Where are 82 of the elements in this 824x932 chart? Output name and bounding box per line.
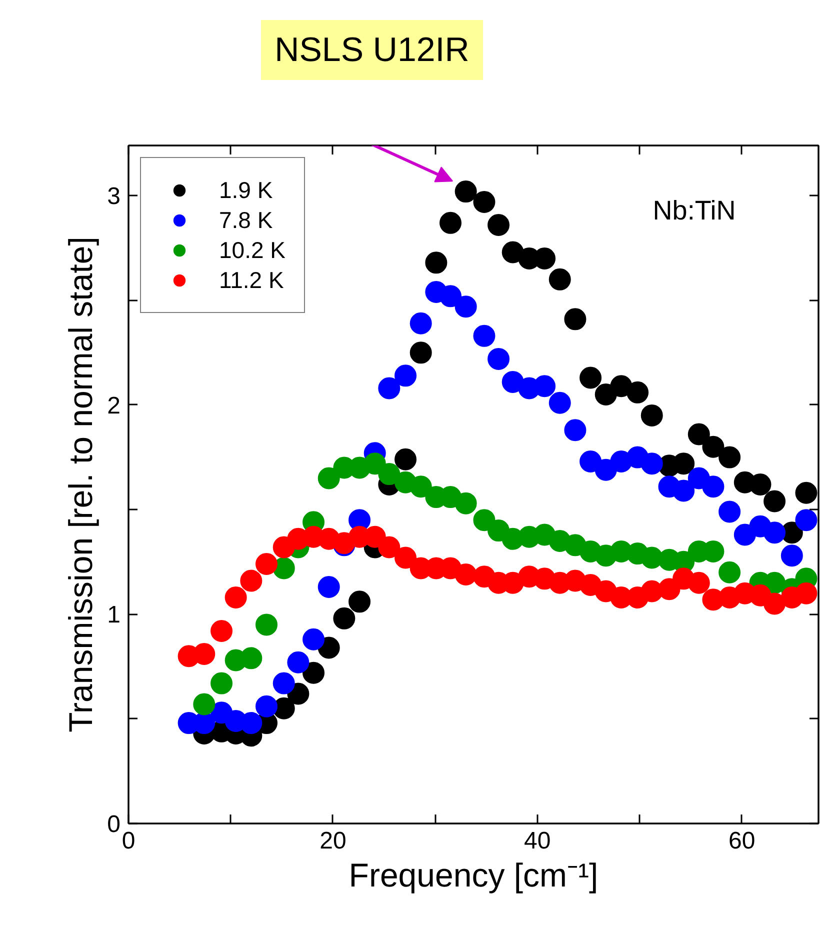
point (394, 364, 417, 387)
point (440, 285, 462, 308)
x-tick-label: 40 (524, 828, 551, 854)
text: NSLS U12IR (260, 20, 484, 80)
y-tick-label: 3 (107, 183, 121, 210)
point (193, 693, 216, 716)
point (425, 252, 448, 274)
point (473, 191, 496, 213)
point (534, 375, 556, 398)
point (626, 381, 649, 404)
point (410, 342, 432, 364)
point (502, 370, 524, 393)
point (440, 212, 462, 234)
point (672, 480, 695, 502)
point (488, 214, 510, 236)
point (240, 570, 262, 592)
point (640, 404, 663, 426)
point (764, 490, 786, 512)
point (718, 500, 741, 523)
point (394, 546, 417, 569)
point (473, 509, 496, 532)
point (256, 614, 278, 636)
point (795, 509, 818, 532)
legend-label: 11.2 K (219, 266, 284, 294)
point (688, 572, 710, 594)
point (548, 268, 571, 290)
point (410, 312, 432, 334)
point (256, 695, 278, 718)
point (193, 643, 216, 665)
point (210, 672, 233, 694)
point (302, 628, 325, 650)
point (394, 448, 417, 470)
point (795, 482, 818, 504)
point (718, 561, 741, 584)
point (640, 452, 663, 475)
point (548, 392, 571, 414)
y-axis-title: Transmission [rel. to normal state] (62, 236, 100, 732)
point (764, 592, 786, 615)
point (594, 384, 617, 406)
point (564, 419, 586, 442)
point (378, 463, 400, 486)
point (795, 582, 818, 604)
x-tick-label: 60 (728, 828, 756, 854)
y-tick-label: 2 (107, 392, 121, 420)
point (287, 682, 310, 705)
point (224, 586, 247, 608)
point (580, 366, 602, 389)
point (658, 578, 680, 600)
point (378, 536, 400, 558)
point (764, 522, 786, 544)
point (410, 476, 432, 498)
point (454, 180, 477, 203)
x-axis-title: Frequency [cm⁻¹] (348, 856, 598, 894)
point (473, 324, 496, 347)
legend-label: 10.2 K (219, 236, 286, 264)
point (718, 446, 741, 468)
point (488, 348, 510, 370)
y-tick-label: 1 (107, 602, 121, 629)
legend-label: 1.9 K (219, 176, 273, 204)
point (688, 423, 710, 446)
point (702, 436, 724, 458)
point (210, 620, 233, 642)
point (272, 672, 295, 694)
y-tick-label: 0 (107, 811, 121, 838)
point (378, 377, 400, 400)
point (454, 564, 477, 586)
point (302, 662, 325, 684)
point (318, 467, 340, 490)
x-tick-label: 20 (320, 828, 346, 854)
point (454, 492, 477, 514)
point (333, 607, 356, 630)
point (287, 651, 310, 674)
annotation: Nb:TiN (652, 196, 736, 226)
point (256, 553, 278, 575)
legend-label: 7.8 K (219, 206, 273, 234)
point (348, 590, 371, 613)
point (364, 452, 386, 475)
point (702, 476, 724, 498)
point (564, 308, 586, 330)
point (454, 296, 477, 318)
point (780, 544, 803, 567)
point (318, 576, 340, 598)
